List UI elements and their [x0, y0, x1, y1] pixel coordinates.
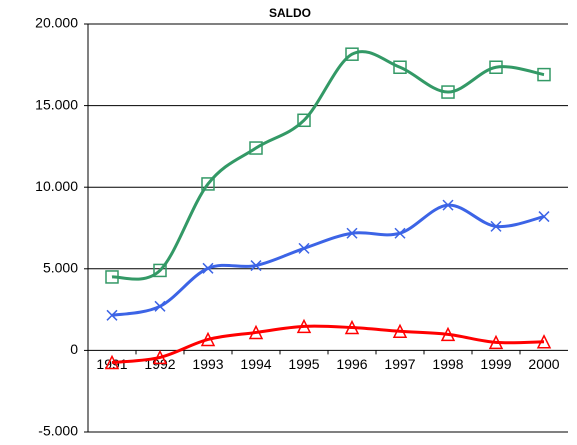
marker: [297, 113, 311, 128]
marker: [490, 220, 502, 232]
marker: [152, 349, 168, 365]
marker: [344, 319, 360, 335]
series-line: [111, 203, 545, 317]
x-tick-label: 1995: [288, 356, 319, 372]
marker: [153, 263, 167, 278]
marker: [538, 211, 550, 223]
marker: [537, 67, 551, 82]
x-tick-label: 1998: [432, 356, 463, 372]
marker: [250, 260, 262, 272]
marker: [394, 227, 406, 239]
y-tick-label: -5.000: [38, 423, 78, 439]
marker: [104, 354, 120, 370]
marker: [202, 262, 214, 274]
marker: [489, 60, 503, 74]
marker: [154, 300, 166, 312]
marker: [392, 323, 408, 339]
marker: [441, 85, 455, 99]
x-tick-label: 1994: [240, 356, 271, 372]
series-line: [111, 324, 545, 364]
marker: [105, 270, 119, 284]
marker: [536, 334, 552, 349]
y-tick-label: 5.000: [43, 260, 78, 276]
x-tick-label: 1991: [96, 356, 127, 372]
marker: [106, 309, 118, 321]
marker: [346, 227, 358, 239]
marker: [440, 326, 456, 342]
chart-title: SALDO: [269, 6, 311, 20]
y-tick-label: 15.000: [35, 96, 78, 112]
marker: [393, 60, 407, 74]
marker: [296, 318, 312, 334]
x-tick-label: 1997: [384, 356, 415, 372]
y-tick-label: 0: [70, 341, 78, 357]
marker: [345, 47, 359, 61]
marker: [442, 199, 454, 211]
y-tick-label: 10.000: [35, 178, 78, 194]
x-tick-label: 2000: [528, 356, 559, 372]
x-tick-label: 1996: [336, 356, 367, 372]
marker: [248, 324, 264, 340]
marker: [201, 177, 215, 191]
x-tick-label: 1993: [192, 356, 223, 372]
marker: [249, 141, 263, 155]
marker: [298, 242, 310, 254]
marker: [488, 334, 504, 350]
marker: [200, 331, 216, 347]
x-tick-label: 1999: [480, 356, 511, 372]
series-line: [111, 50, 545, 281]
y-tick-label: 20.000: [35, 15, 78, 31]
